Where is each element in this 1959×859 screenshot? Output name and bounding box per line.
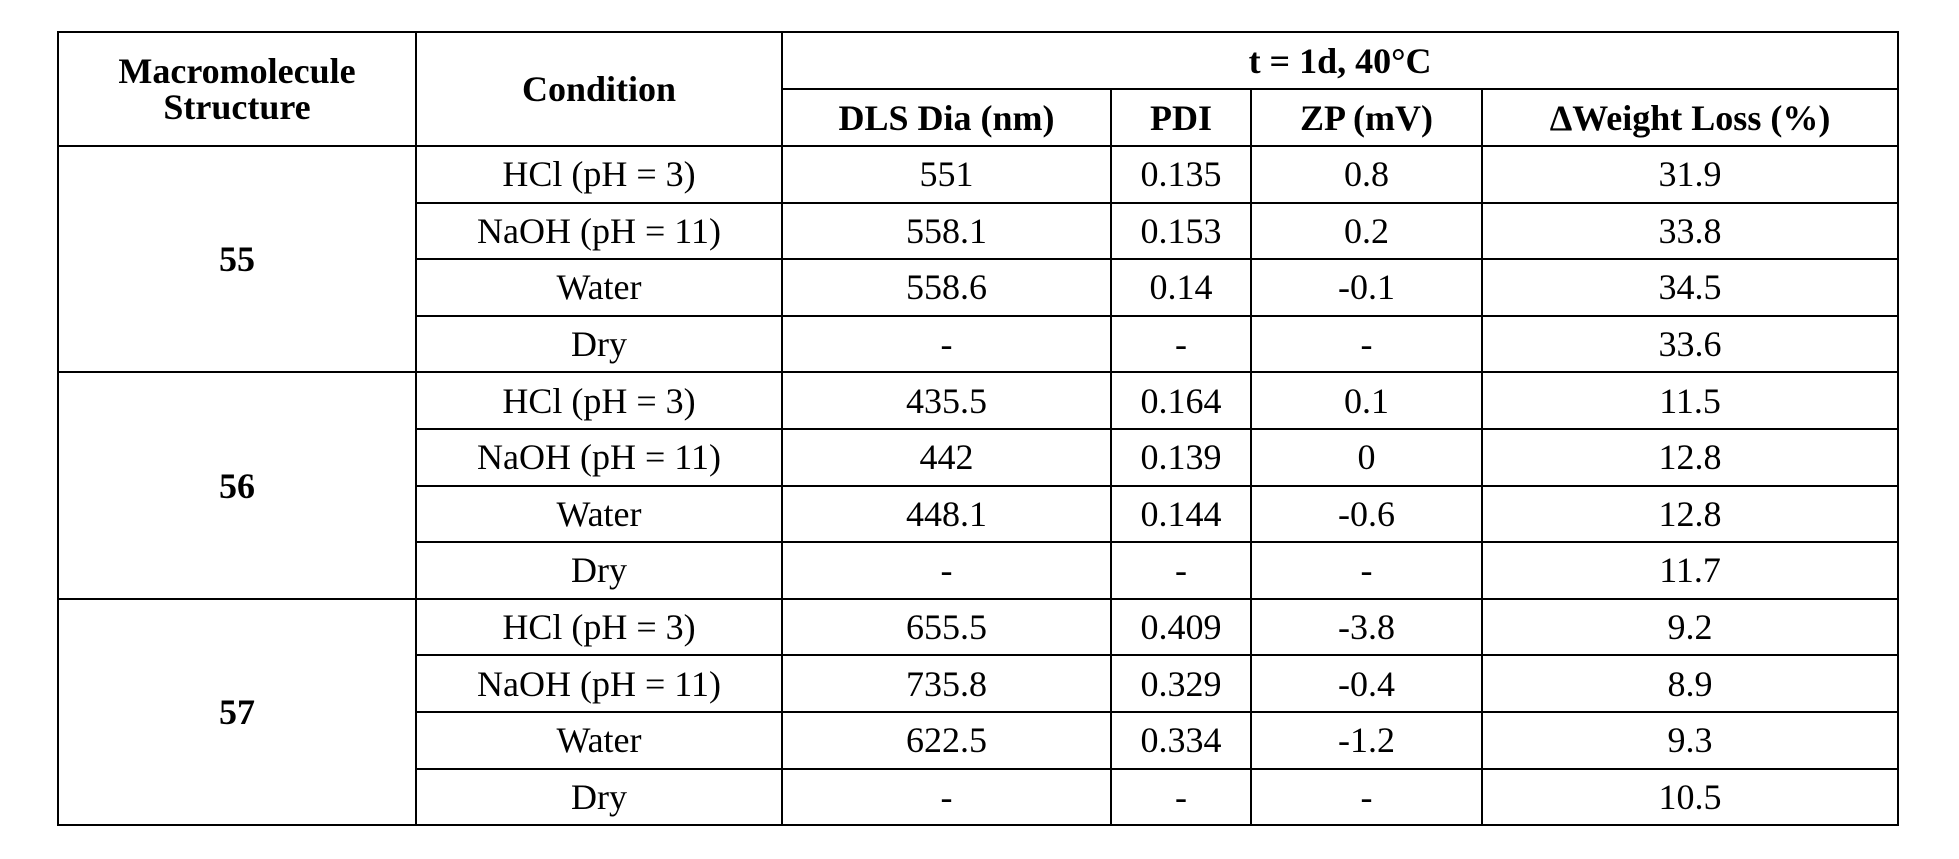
value-cell: 0.2 (1251, 203, 1482, 260)
table-row: 57HCl (pH = 3)655.50.409-3.89.2 (58, 599, 1898, 656)
value-cell: -3.8 (1251, 599, 1482, 656)
value-cell: - (782, 542, 1111, 599)
data-table: Macromolecule Structure Condition t = 1d… (57, 31, 1899, 826)
condition-cell: HCl (pH = 3) (416, 372, 782, 429)
header-group: t = 1d, 40°C (782, 32, 1898, 89)
structure-cell: 55 (58, 146, 416, 372)
value-cell: 33.6 (1482, 316, 1898, 373)
value-cell: 0.135 (1111, 146, 1251, 203)
column-header: ZP (mV) (1251, 89, 1482, 146)
value-cell: 0 (1251, 429, 1482, 486)
header-structure: Macromolecule Structure (58, 32, 416, 146)
value-cell: - (1251, 316, 1482, 373)
value-cell: 10.5 (1482, 769, 1898, 826)
value-cell: 9.2 (1482, 599, 1898, 656)
value-cell: 0.8 (1251, 146, 1482, 203)
value-cell: -1.2 (1251, 712, 1482, 769)
value-cell: 442 (782, 429, 1111, 486)
condition-cell: HCl (pH = 3) (416, 599, 782, 656)
structure-cell: 56 (58, 372, 416, 598)
value-cell: - (1111, 316, 1251, 373)
condition-cell: NaOH (pH = 11) (416, 655, 782, 712)
value-cell: 12.8 (1482, 429, 1898, 486)
value-cell: 11.5 (1482, 372, 1898, 429)
condition-cell: Water (416, 486, 782, 543)
value-cell: 0.1 (1251, 372, 1482, 429)
value-cell: - (1111, 769, 1251, 826)
value-cell: 551 (782, 146, 1111, 203)
condition-cell: Dry (416, 316, 782, 373)
value-cell: 0.409 (1111, 599, 1251, 656)
value-cell: 0.153 (1111, 203, 1251, 260)
condition-cell: Water (416, 712, 782, 769)
value-cell: - (1251, 769, 1482, 826)
column-header: DLS Dia (nm) (782, 89, 1111, 146)
value-cell: 558.6 (782, 259, 1111, 316)
value-cell: 33.8 (1482, 203, 1898, 260)
column-header: ΔWeight Loss (%) (1482, 89, 1898, 146)
value-cell: 0.329 (1111, 655, 1251, 712)
value-cell: - (782, 769, 1111, 826)
structure-cell: 57 (58, 599, 416, 825)
value-cell: - (1251, 542, 1482, 599)
value-cell: 34.5 (1482, 259, 1898, 316)
value-cell: 0.139 (1111, 429, 1251, 486)
value-cell: 655.5 (782, 599, 1111, 656)
value-cell: 12.8 (1482, 486, 1898, 543)
value-cell: 0.334 (1111, 712, 1251, 769)
value-cell: -0.4 (1251, 655, 1482, 712)
condition-cell: HCl (pH = 3) (416, 146, 782, 203)
value-cell: 735.8 (782, 655, 1111, 712)
value-cell: -0.1 (1251, 259, 1482, 316)
value-cell: 8.9 (1482, 655, 1898, 712)
value-cell: 435.5 (782, 372, 1111, 429)
condition-cell: Water (416, 259, 782, 316)
table-row: 55HCl (pH = 3)5510.1350.831.9 (58, 146, 1898, 203)
value-cell: 9.3 (1482, 712, 1898, 769)
value-cell: 558.1 (782, 203, 1111, 260)
condition-cell: NaOH (pH = 11) (416, 429, 782, 486)
value-cell: 0.144 (1111, 486, 1251, 543)
table-row: 56HCl (pH = 3)435.50.1640.111.5 (58, 372, 1898, 429)
value-cell: -0.6 (1251, 486, 1482, 543)
condition-cell: Dry (416, 542, 782, 599)
column-header: PDI (1111, 89, 1251, 146)
value-cell: 0.14 (1111, 259, 1251, 316)
value-cell: 0.164 (1111, 372, 1251, 429)
header-condition: Condition (416, 32, 782, 146)
value-cell: - (1111, 542, 1251, 599)
value-cell: 31.9 (1482, 146, 1898, 203)
value-cell: 622.5 (782, 712, 1111, 769)
value-cell: 11.7 (1482, 542, 1898, 599)
value-cell: - (782, 316, 1111, 373)
condition-cell: Dry (416, 769, 782, 826)
condition-cell: NaOH (pH = 11) (416, 203, 782, 260)
value-cell: 448.1 (782, 486, 1111, 543)
